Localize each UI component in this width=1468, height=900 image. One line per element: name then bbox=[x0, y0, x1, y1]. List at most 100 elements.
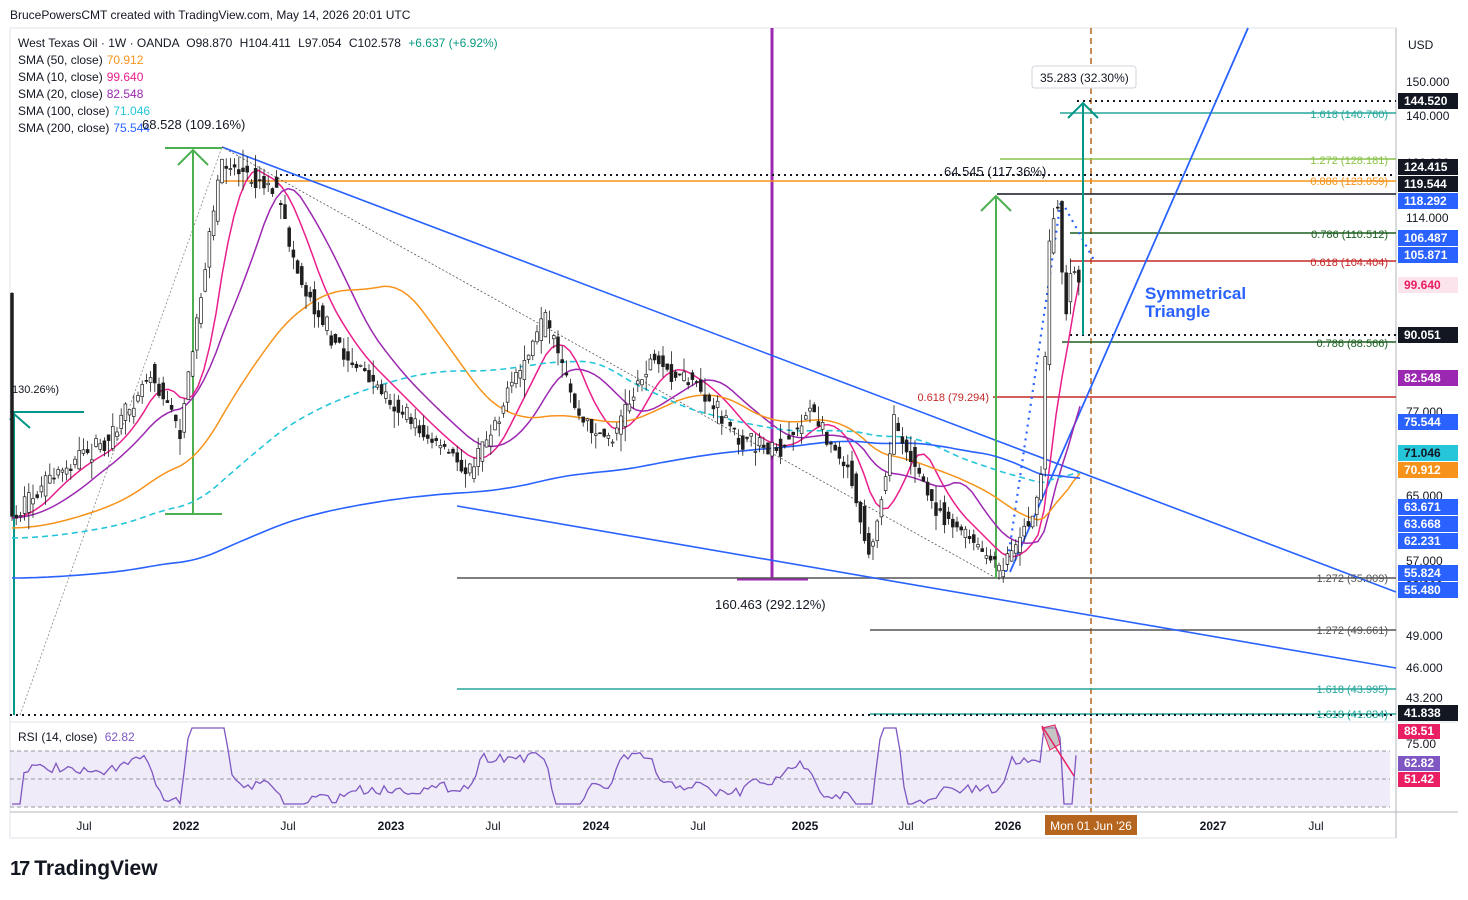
candle-body bbox=[186, 371, 191, 400]
candle-body bbox=[900, 436, 905, 444]
dotted-diagonal bbox=[221, 146, 997, 579]
candle-body bbox=[892, 414, 896, 455]
y-tick-label: 130.000 bbox=[1406, 156, 1450, 170]
ohlc-close: C102.578 bbox=[348, 36, 401, 50]
ohlc-open: O98.870 bbox=[186, 36, 233, 50]
candle-body bbox=[841, 461, 846, 467]
candle-body bbox=[640, 379, 644, 386]
candle-body bbox=[52, 477, 56, 480]
symbol-row[interactable]: West Texas Oil · 1W · OANDA O98.870 H104… bbox=[18, 35, 498, 52]
sma-100-row[interactable]: SMA (100, close) 71.046 bbox=[18, 103, 498, 120]
candle-body bbox=[623, 404, 627, 428]
x-tick-label: Jul bbox=[485, 819, 500, 833]
candle-body bbox=[106, 434, 111, 441]
candle-body bbox=[682, 371, 686, 382]
candle-body bbox=[69, 468, 73, 471]
candle-body bbox=[283, 204, 287, 219]
candle-body bbox=[993, 556, 997, 560]
rising-trendline bbox=[1009, 27, 1249, 573]
candle-body bbox=[505, 387, 510, 403]
fib-label-88: 0.786 (88.566) bbox=[1316, 338, 1388, 350]
y-tick-label: 140.000 bbox=[1406, 109, 1450, 123]
price-badge: 55.824 bbox=[1404, 566, 1441, 580]
candle-body bbox=[396, 399, 401, 413]
candle-body bbox=[804, 415, 808, 420]
candle-body bbox=[526, 354, 531, 360]
annotation-130: 130.26%) bbox=[12, 384, 59, 396]
fib-label-43: 1.618 (43.995) bbox=[1316, 684, 1388, 696]
candle-body bbox=[224, 165, 228, 169]
candle-body bbox=[1056, 206, 1060, 209]
fib-label-49: 1.272 (49.661) bbox=[1316, 625, 1388, 637]
candle-body bbox=[1060, 201, 1064, 273]
y-tick-label: 49.000 bbox=[1406, 629, 1443, 643]
symbol-title: West Texas Oil · 1W · OANDA bbox=[18, 36, 179, 50]
candle-body bbox=[1047, 240, 1052, 366]
sma-20-row[interactable]: SMA (20, close) 82.548 bbox=[18, 86, 498, 103]
sma-10-value: 99.640 bbox=[106, 70, 144, 84]
rsi-badge-bg bbox=[1398, 724, 1440, 739]
candle-body bbox=[627, 403, 632, 412]
candle-body bbox=[631, 396, 636, 401]
rsi-legend[interactable]: RSI (14, close) 62.82 bbox=[18, 730, 135, 744]
candle-body bbox=[476, 448, 480, 467]
price-badge-bg bbox=[1398, 462, 1458, 478]
candle-body bbox=[1077, 269, 1081, 283]
candle-body bbox=[854, 473, 858, 504]
x-axis-ticks: Jul 2022 Jul 2023 Jul 2024 Jul 2025 Jul 2026 2027 J… bbox=[76, 819, 1323, 833]
candle-body bbox=[707, 394, 711, 402]
sma-50-value: 70.912 bbox=[106, 53, 144, 67]
candle-body bbox=[648, 358, 653, 371]
tradingview-logo[interactable]: 17 TradingView bbox=[10, 857, 158, 881]
candle-body bbox=[539, 318, 543, 341]
candle-body bbox=[178, 430, 182, 440]
candle-body bbox=[463, 467, 468, 475]
candle-body bbox=[375, 384, 380, 388]
price-badge-bg bbox=[1398, 247, 1458, 263]
y-tick-label: 57.000 bbox=[1406, 554, 1443, 568]
sma-50-label: SMA (50, close) bbox=[18, 53, 103, 67]
price-badge: 82.548 bbox=[1404, 371, 1441, 385]
y-tick-label: 43.200 bbox=[1406, 691, 1443, 705]
candle-body bbox=[946, 511, 951, 519]
candle-body bbox=[678, 373, 682, 376]
candle-body bbox=[610, 441, 615, 444]
candle-body bbox=[1026, 521, 1031, 527]
candle-body bbox=[955, 521, 959, 528]
sma-50-row[interactable]: SMA (50, close) 70.912 bbox=[18, 52, 498, 69]
candle-body bbox=[27, 492, 31, 513]
candle-body bbox=[967, 536, 972, 539]
candle-body bbox=[321, 305, 325, 326]
candle-body bbox=[724, 415, 728, 419]
candle-body bbox=[161, 382, 165, 400]
fib-label-41: 1.618 (41.834) bbox=[1316, 709, 1388, 721]
rsi-badge: 62.82 bbox=[1404, 756, 1434, 770]
price-badge: 55.480 bbox=[1404, 583, 1441, 597]
price-badges: 144.520 124.415 119.544 118.292 106.487 105.8… bbox=[1398, 93, 1458, 721]
candle-body bbox=[951, 518, 955, 528]
candle-body bbox=[690, 372, 695, 380]
candle-body bbox=[85, 449, 90, 454]
candle-body bbox=[766, 442, 770, 455]
candle-body bbox=[619, 415, 623, 435]
annotation-64: 64.545 (117.36%) bbox=[944, 164, 1046, 179]
candle-body bbox=[350, 362, 354, 365]
candle-body bbox=[174, 414, 178, 422]
price-badge-bg bbox=[1398, 370, 1458, 386]
sma-200-row[interactable]: SMA (200, close) 75.544 bbox=[18, 120, 498, 137]
candle-body bbox=[762, 444, 766, 448]
candle-body bbox=[820, 422, 825, 430]
candle-body bbox=[199, 297, 203, 324]
candle-body bbox=[405, 406, 409, 420]
sma-10-row[interactable]: SMA (10, close) 99.640 bbox=[18, 69, 498, 86]
y-axis-ticks: 150.000 140.000 130.000 114.000 98.000 77.000… bbox=[1406, 75, 1450, 705]
sma-100-label: SMA (100, close) bbox=[18, 104, 110, 118]
candle-body bbox=[22, 496, 27, 514]
rsi-band bbox=[10, 751, 1390, 807]
candle-body bbox=[81, 449, 86, 454]
triangle-label-1: Symmetrical bbox=[1145, 284, 1246, 303]
price-badge: 90.051 bbox=[1404, 328, 1441, 342]
ohlc-change: +6.637 (+6.92%) bbox=[408, 36, 498, 50]
dotted-projection bbox=[1004, 196, 1096, 573]
sma-20-line bbox=[11, 187, 1081, 545]
